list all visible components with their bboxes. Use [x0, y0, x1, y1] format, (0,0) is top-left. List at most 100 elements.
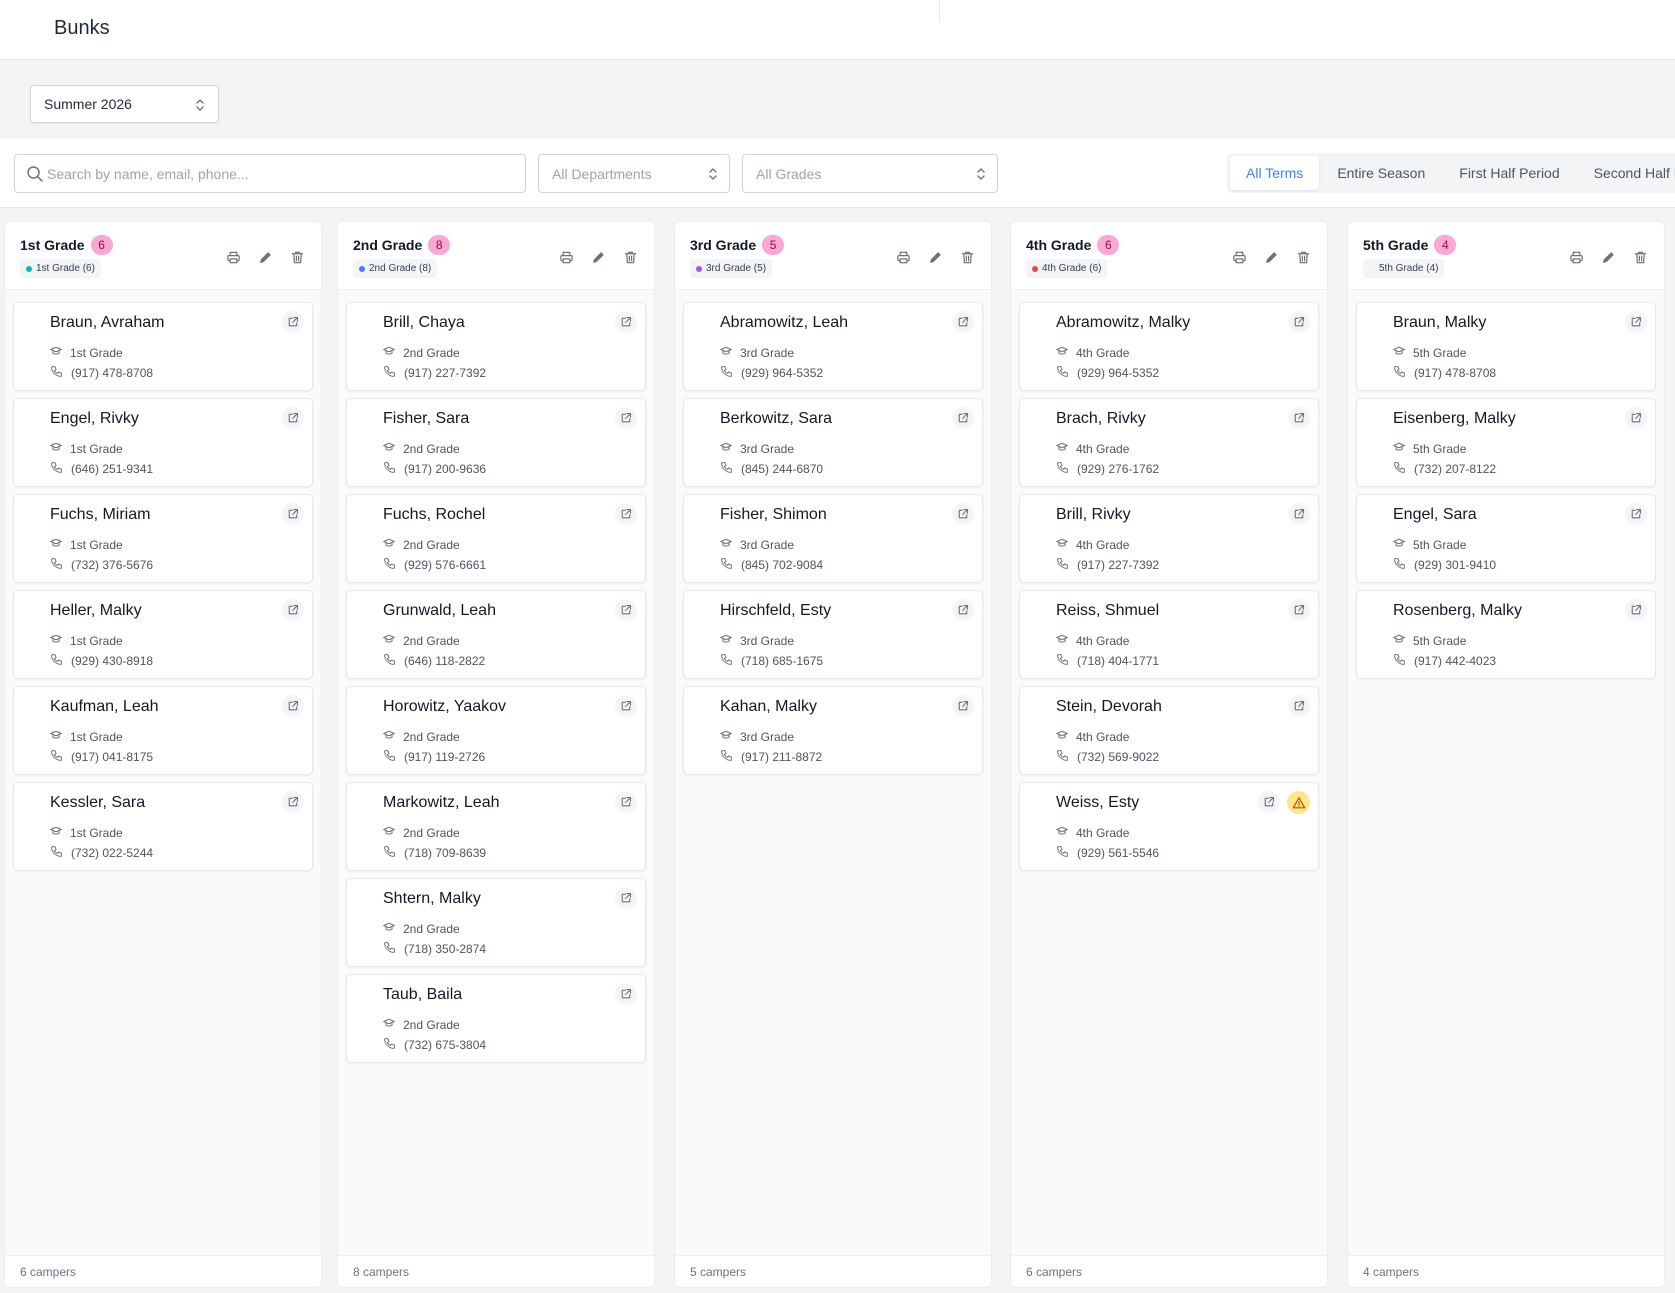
camper-card[interactable]: Abramowitz, Malky 4th Grade (929) 964-5352 — [1019, 302, 1319, 391]
trash-icon[interactable] — [288, 248, 307, 266]
graduation-cap-icon — [1056, 633, 1068, 648]
camper-card[interactable]: Grunwald, Leah 2nd Grade (646) 118-2822 — [346, 590, 646, 679]
department-select[interactable]: All Departments — [538, 154, 730, 193]
camper-card[interactable]: Fisher, Sara 2nd Grade (917) 200-9636 — [346, 398, 646, 487]
camper-grade: 2nd Grade — [383, 825, 460, 840]
camper-card[interactable]: Abramowitz, Leah 3rd Grade (929) 964-5352 — [683, 302, 983, 391]
graduation-cap-icon — [383, 825, 395, 840]
external-link-icon[interactable] — [952, 695, 974, 717]
camper-name: Fuchs, Miriam — [50, 506, 151, 523]
camper-card[interactable]: Markowitz, Leah 2nd Grade (718) 709-8639 — [346, 782, 646, 871]
bunk-column-1st-grade: 1st Grade 6 1st Grade (6) Braun, Avraham 1st… — [4, 221, 322, 1288]
camper-card[interactable]: Fisher, Shimon 3rd Grade (845) 702-9084 — [683, 494, 983, 583]
search-box[interactable] — [14, 154, 526, 193]
grade-select[interactable]: All Grades — [742, 154, 998, 193]
print-icon[interactable] — [1230, 248, 1249, 266]
camper-card[interactable]: Weiss, Esty 4th Grade (929) 561-5546 — [1019, 782, 1319, 871]
external-link-icon[interactable] — [952, 311, 974, 333]
grade-color-dot — [696, 265, 702, 272]
external-link-icon[interactable] — [282, 311, 304, 333]
pencil-icon[interactable] — [926, 248, 945, 266]
graduation-cap-icon — [1056, 729, 1068, 744]
camper-name: Engel, Sara — [1393, 506, 1477, 523]
camper-card[interactable]: Shtern, Malky 2nd Grade (718) 350-2874 — [346, 878, 646, 967]
camper-card[interactable]: Kessler, Sara 1st Grade (732) 022-5244 — [13, 782, 313, 871]
external-link-icon[interactable] — [952, 407, 974, 429]
phone-icon — [50, 845, 63, 861]
camper-card[interactable]: Engel, Rivky 1st Grade (646) 251-9341 — [13, 398, 313, 487]
camper-card[interactable]: Reiss, Shmuel 4th Grade (718) 404-1771 — [1019, 590, 1319, 679]
external-link-icon[interactable] — [615, 983, 637, 1005]
camper-grade: 3rd Grade — [720, 633, 794, 648]
print-icon[interactable] — [894, 248, 913, 266]
trash-icon[interactable] — [621, 248, 640, 266]
camper-card[interactable]: Fuchs, Miriam 1st Grade (732) 376-5676 — [13, 494, 313, 583]
external-link-icon[interactable] — [615, 311, 637, 333]
tab-all-terms[interactable]: All Terms — [1230, 156, 1320, 190]
external-link-icon[interactable] — [282, 407, 304, 429]
external-link-icon[interactable] — [1288, 311, 1310, 333]
external-link-icon[interactable] — [282, 503, 304, 525]
external-link-icon[interactable] — [1288, 599, 1310, 621]
camper-card[interactable]: Horowitz, Yaakov 2nd Grade (917) 119-2726 — [346, 686, 646, 775]
camper-card[interactable]: Brill, Chaya 2nd Grade (917) 227-7392 — [346, 302, 646, 391]
external-link-icon[interactable] — [1625, 407, 1647, 429]
camper-card[interactable]: Rosenberg, Malky 5th Grade (917) 442-4023 — [1356, 590, 1656, 679]
camper-card[interactable]: Kaufman, Leah 1st Grade (917) 041-8175 — [13, 686, 313, 775]
camper-grade-label: 3rd Grade — [740, 537, 795, 552]
grade-chip: 5th Grade (4) — [1363, 259, 1445, 278]
external-link-icon[interactable] — [1258, 791, 1280, 813]
print-icon[interactable] — [557, 248, 576, 266]
external-link-icon[interactable] — [615, 695, 637, 717]
camper-card[interactable]: Eisenberg, Malky 5th Grade (732) 207-8122 — [1356, 398, 1656, 487]
camper-card[interactable]: Engel, Sara 5th Grade (929) 301-9410 — [1356, 494, 1656, 583]
camper-card[interactable]: Fuchs, Rochel 2nd Grade (929) 576-6661 — [346, 494, 646, 583]
pencil-icon[interactable] — [1262, 248, 1281, 266]
camper-card[interactable]: Brach, Rivky 4th Grade (929) 276-1762 — [1019, 398, 1319, 487]
external-link-icon[interactable] — [615, 407, 637, 429]
external-link-icon[interactable] — [282, 695, 304, 717]
external-link-icon[interactable] — [952, 599, 974, 621]
external-link-icon[interactable] — [615, 887, 637, 909]
pencil-icon[interactable] — [589, 248, 608, 266]
external-link-icon[interactable] — [615, 791, 637, 813]
external-link-icon[interactable] — [1625, 599, 1647, 621]
camper-phone: (718) 709-8639 — [383, 845, 486, 861]
tab-first-half-period[interactable]: First Half Period — [1459, 165, 1560, 181]
camper-card[interactable]: Brill, Rivky 4th Grade (917) 227-7392 — [1019, 494, 1319, 583]
external-link-icon[interactable] — [282, 791, 304, 813]
camper-card[interactable]: Hirschfeld, Esty 3rd Grade (718) 685-1675 — [683, 590, 983, 679]
tab-second-half-period[interactable]: Second Half Period — [1593, 165, 1675, 181]
camper-card[interactable]: Taub, Baila 2nd Grade (732) 675-3804 — [346, 974, 646, 1063]
camper-card[interactable]: Stein, Devorah 4th Grade (732) 569-9022 — [1019, 686, 1319, 775]
search-input[interactable] — [47, 165, 525, 182]
season-select[interactable]: Summer 2026 — [30, 85, 219, 123]
camper-count-footer: 6 campers — [1011, 1255, 1327, 1287]
graduation-cap-icon — [383, 441, 395, 456]
external-link-icon[interactable] — [1288, 695, 1310, 717]
trash-icon[interactable] — [1294, 248, 1313, 266]
external-link-icon[interactable] — [615, 599, 637, 621]
grade-chip-label: 5th Grade (4) — [1379, 263, 1439, 274]
external-link-icon[interactable] — [615, 503, 637, 525]
external-link-icon[interactable] — [1288, 503, 1310, 525]
warning-icon[interactable] — [1287, 791, 1310, 814]
external-link-icon[interactable] — [282, 599, 304, 621]
camper-card[interactable]: Berkowitz, Sara 3rd Grade (845) 244-6870 — [683, 398, 983, 487]
external-link-icon[interactable] — [1288, 407, 1310, 429]
camper-phone-number: (917) 041-8175 — [71, 750, 154, 764]
external-link-icon[interactable] — [1625, 503, 1647, 525]
print-icon[interactable] — [224, 248, 243, 266]
external-link-icon[interactable] — [952, 503, 974, 525]
camper-card[interactable]: Braun, Malky 5th Grade (917) 478-8708 — [1356, 302, 1656, 391]
camper-card[interactable]: Kahan, Malky 3rd Grade (917) 211-8872 — [683, 686, 983, 775]
pencil-icon[interactable] — [1599, 248, 1618, 266]
camper-card[interactable]: Braun, Avraham 1st Grade (917) 478-8708 — [13, 302, 313, 391]
tab-entire-season[interactable]: Entire Season — [1337, 165, 1426, 181]
pencil-icon[interactable] — [256, 248, 275, 266]
camper-card[interactable]: Heller, Malky 1st Grade (929) 430-8918 — [13, 590, 313, 679]
external-link-icon[interactable] — [1625, 311, 1647, 333]
trash-icon[interactable] — [1631, 248, 1650, 266]
trash-icon[interactable] — [958, 248, 977, 266]
print-icon[interactable] — [1567, 248, 1586, 266]
